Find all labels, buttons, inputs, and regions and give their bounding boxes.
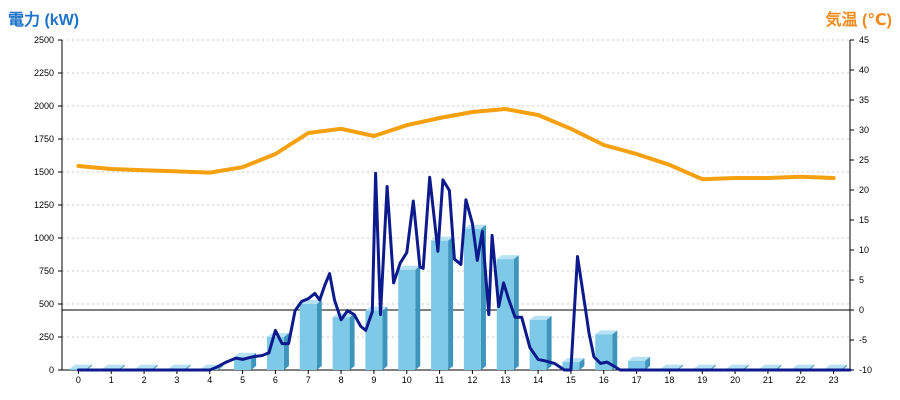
- bar-top: [168, 364, 191, 369]
- bar-top: [398, 265, 421, 270]
- left-tick-label: 1500: [34, 167, 54, 177]
- x-tick-label: 0: [76, 375, 81, 385]
- bar-top: [693, 364, 716, 369]
- bar-top: [69, 364, 92, 369]
- x-tick-label: 19: [697, 375, 707, 385]
- temperature-line: [76, 107, 836, 182]
- bar-top: [135, 364, 158, 369]
- bar-top: [496, 255, 519, 260]
- right-tick-label: 15: [859, 215, 869, 225]
- bar-side: [513, 255, 519, 370]
- x-tick-label: 15: [566, 375, 576, 385]
- x-tick-label: 21: [763, 375, 773, 385]
- right-tick-label: 35: [859, 95, 869, 105]
- x-tick-label: 12: [467, 375, 477, 385]
- bar-top: [463, 224, 486, 229]
- left-tick-label: 2000: [34, 101, 54, 111]
- bar: [496, 259, 514, 370]
- bar: [398, 269, 416, 370]
- left-tick-label: 500: [39, 299, 54, 309]
- right-tick-label: 25: [859, 155, 869, 165]
- bar-top: [628, 356, 651, 361]
- x-tick-label: 4: [207, 375, 212, 385]
- right-tick-label: 0: [859, 305, 864, 315]
- left-tick-label: 2500: [34, 35, 54, 45]
- bar-side: [645, 356, 651, 370]
- x-tick-label: 2: [142, 375, 147, 385]
- bar-top: [825, 364, 848, 369]
- bar: [463, 228, 481, 370]
- bar-side: [546, 315, 552, 370]
- bar-side: [382, 306, 388, 370]
- right-axis-title: 気温 (℃): [825, 12, 892, 29]
- left-tick-label: 1750: [34, 134, 54, 144]
- bar-top: [595, 330, 618, 335]
- bar: [365, 310, 383, 370]
- x-tick-label: 11: [435, 375, 444, 385]
- right-tick-label: 20: [859, 185, 869, 195]
- bar: [431, 240, 449, 370]
- right-tick-label: 40: [859, 65, 869, 75]
- x-tick-label: 13: [500, 375, 510, 385]
- x-tick-label: 6: [273, 375, 278, 385]
- right-tick-label: 45: [859, 35, 869, 45]
- x-tick-label: 10: [402, 375, 412, 385]
- bar-side: [579, 358, 585, 370]
- bar-top: [660, 364, 683, 369]
- bar-side: [415, 265, 421, 370]
- bar-top: [102, 364, 125, 369]
- left-tick-label: 750: [39, 266, 54, 276]
- bar-top: [792, 364, 815, 369]
- bar: [332, 317, 350, 370]
- right-tick-label: 30: [859, 125, 869, 135]
- bar: [529, 319, 547, 370]
- right-tick-label: 5: [859, 275, 864, 285]
- x-tick-label: 9: [371, 375, 376, 385]
- bar-top: [759, 364, 782, 369]
- bar-side: [316, 300, 322, 370]
- bar: [234, 356, 252, 370]
- bar-side: [349, 313, 355, 370]
- bar-top: [562, 358, 585, 363]
- bar: [299, 304, 317, 370]
- left-tick-label: 1250: [34, 200, 54, 210]
- right-tick-label: -5: [859, 335, 867, 345]
- right-tick-label: 10: [859, 245, 869, 255]
- x-tick-label: 14: [533, 375, 543, 385]
- x-tick-label: 5: [240, 375, 245, 385]
- left-tick-label: 0: [49, 365, 54, 375]
- power-line: [76, 171, 852, 372]
- x-tick-label: 23: [829, 375, 839, 385]
- left-axis-title: 電力 (kW): [8, 12, 80, 29]
- x-tick-label: 17: [632, 375, 642, 385]
- left-tick-label: 1000: [34, 233, 54, 243]
- x-tick-label: 18: [664, 375, 674, 385]
- x-tick-label: 16: [599, 375, 609, 385]
- bar-side: [448, 236, 454, 370]
- left-tick-label: 2250: [34, 68, 54, 78]
- right-tick-label: -10: [859, 365, 872, 375]
- x-tick-label: 22: [796, 375, 806, 385]
- x-tick-label: 20: [730, 375, 740, 385]
- x-tick-label: 7: [306, 375, 311, 385]
- bar: [628, 360, 646, 370]
- bar-top: [529, 315, 552, 320]
- bar-top: [726, 364, 749, 369]
- x-tick-label: 8: [339, 375, 344, 385]
- x-tick-label: 3: [174, 375, 179, 385]
- left-tick-label: 250: [39, 332, 54, 342]
- bar-side: [612, 330, 618, 370]
- x-tick-label: 1: [109, 375, 114, 385]
